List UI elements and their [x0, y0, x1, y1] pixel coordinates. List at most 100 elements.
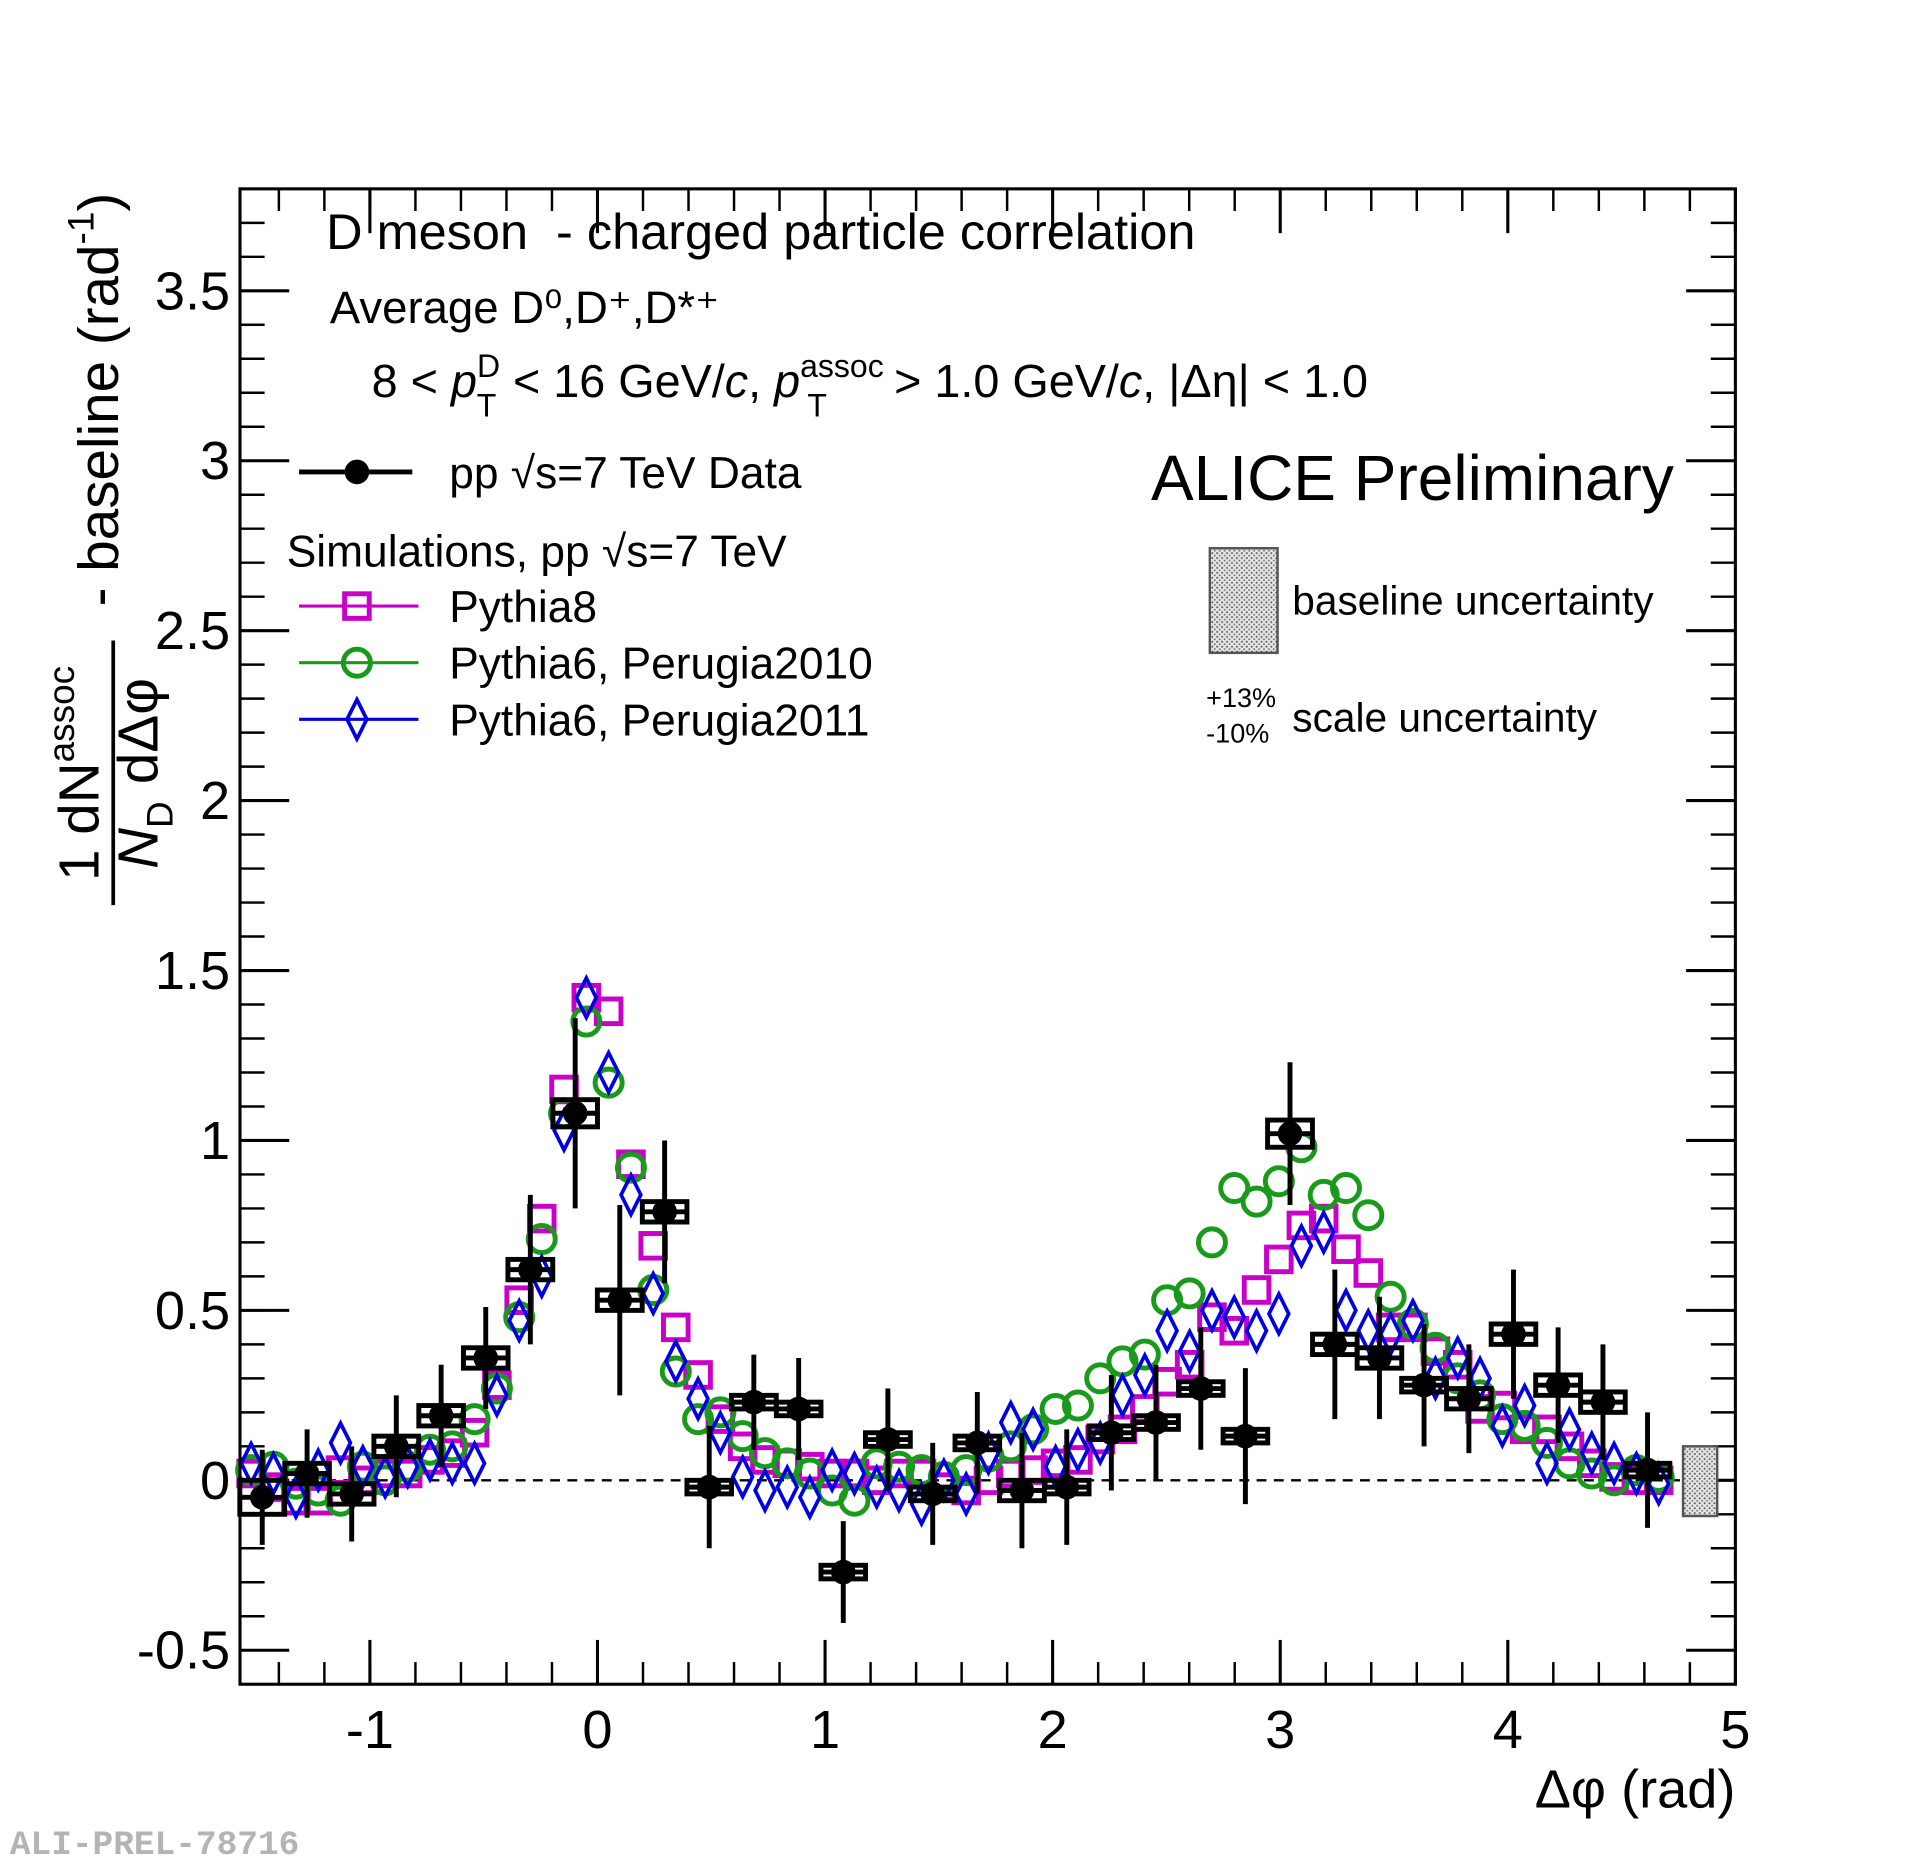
x-tick-label: 5 [1720, 1700, 1750, 1760]
sim-marker [1128, 1338, 1161, 1371]
kin-part: , [748, 355, 774, 407]
data-point [875, 1427, 901, 1452]
sim-marker [1311, 1208, 1336, 1257]
sim-marker [1155, 1306, 1180, 1355]
sim-marker [797, 1473, 822, 1522]
sim-marker [683, 1360, 713, 1390]
sim-marker [954, 1470, 979, 1518]
ylabel-part: dN [47, 762, 110, 834]
sim-marker [842, 1449, 867, 1498]
sim-marker [730, 1453, 755, 1501]
legend-marker [344, 459, 370, 485]
data-point [1367, 1345, 1392, 1371]
sim-marker [1218, 1172, 1251, 1205]
kin-part: c [1119, 355, 1142, 407]
y-axis-label: 1 dNassoc NDdΔφ - baseline (rad-1) [41, 193, 181, 906]
sim-marker [440, 1439, 465, 1488]
data-point [830, 1559, 856, 1585]
sim-marker [1329, 1172, 1362, 1205]
sim-marker [1331, 1234, 1361, 1264]
data-point [1277, 1121, 1303, 1146]
legend: pp √s=7 TeV Data Simulations, pp √s=7 Te… [287, 449, 1654, 749]
sim-marker [1173, 1277, 1206, 1310]
sim-marker [507, 1296, 532, 1345]
ylabel-part: - baseline (rad [67, 244, 130, 622]
sim-marker [663, 1337, 688, 1386]
kin-sup: D [477, 348, 500, 384]
sim-marker [614, 1151, 647, 1184]
sim-marker [1353, 1258, 1384, 1288]
sim-marker [1264, 1244, 1294, 1275]
scale-plus: +13% [1206, 682, 1276, 713]
data-point [786, 1396, 811, 1422]
sim-marker [753, 1466, 777, 1515]
sim-marker [619, 1171, 643, 1219]
ylabel-part: ) [67, 193, 130, 212]
data-point [652, 1199, 677, 1225]
data-point [383, 1434, 409, 1459]
sim-marker [1356, 1306, 1381, 1355]
watermark: ALI-PREL-78716 [10, 1826, 299, 1862]
sim-marker [1352, 1199, 1385, 1232]
x-tick-label: 2 [1038, 1700, 1068, 1760]
kin-sup: assoc [800, 348, 884, 384]
subtitle: Average D⁰,D⁺,D*⁺ [330, 282, 719, 333]
data-point [294, 1461, 320, 1486]
kinematics: 8 < pD T < 16 GeV/c, passoc T > 1.0 GeV/c,… [372, 348, 1368, 423]
data-point [1009, 1478, 1035, 1503]
legend-marker [342, 591, 372, 621]
legend-label: Pythia6, Perugia2011 [449, 696, 869, 745]
data-point [339, 1481, 365, 1507]
x-tick-label: 3 [1265, 1700, 1295, 1760]
sim-marker [462, 1439, 487, 1488]
legend-series: Pythia8 Pythia6, Perugia2010 Pythia6, Peru… [299, 583, 873, 745]
sim-marker [1244, 1306, 1269, 1355]
sim-marker [1266, 1289, 1291, 1338]
sim-marker [1289, 1221, 1314, 1270]
data-point [428, 1403, 454, 1429]
data-point [1188, 1376, 1214, 1401]
sim-marker [1240, 1185, 1273, 1218]
chart-title: D meson - charged particle correlation [326, 203, 1195, 260]
data-point [920, 1481, 946, 1507]
sim-marker [418, 1436, 442, 1484]
plot-area: -1 0 1 2 3 4 5 -0.5 0 0.5 1 1.5 2 2.5 3 3.5 [137, 187, 1750, 1760]
sim-marker [484, 1371, 509, 1420]
ylabel-denominator: NDdΔφ [107, 678, 181, 869]
kin-sub: T [477, 388, 497, 424]
sim-marker [1110, 1371, 1135, 1420]
sim-marker [686, 1374, 710, 1423]
sim-marker [350, 1442, 375, 1491]
x-tick-label: 4 [1493, 1700, 1523, 1760]
y-tick-label: 0.5 [155, 1281, 230, 1341]
sim-marker [1423, 1354, 1448, 1403]
y-tick-label: 0 [200, 1451, 230, 1511]
legend-marker [345, 695, 369, 744]
data-point [741, 1389, 767, 1415]
data-point [1635, 1457, 1660, 1483]
y-tick-label: 3.5 [155, 261, 230, 321]
frame [238, 187, 1737, 1686]
sim-marker [1602, 1439, 1626, 1488]
x-tick-label: 1 [810, 1700, 840, 1760]
data-point [1590, 1389, 1616, 1415]
sim-marker [998, 1398, 1023, 1447]
sim-marker [1554, 1431, 1585, 1462]
data-point [1545, 1372, 1571, 1398]
sim-marker [596, 1048, 621, 1097]
y-tick-label: -0.5 [137, 1621, 230, 1681]
kin-part: , |Δη| < 1.0 [1142, 355, 1368, 407]
sim-marker [395, 1442, 420, 1491]
kin-sub: T [807, 388, 827, 424]
sim-marker [284, 1473, 308, 1522]
sim-marker [838, 1484, 871, 1517]
kin-part: c [725, 355, 748, 407]
baseline-label: baseline uncertainty [1292, 578, 1654, 624]
sim-marker [1490, 1402, 1515, 1450]
data-point [696, 1474, 722, 1500]
y-tick-label: 2.5 [155, 601, 230, 661]
legend-label: pp √s=7 TeV Data [449, 449, 802, 498]
legend-header: Simulations, pp √s=7 TeV [287, 528, 787, 577]
